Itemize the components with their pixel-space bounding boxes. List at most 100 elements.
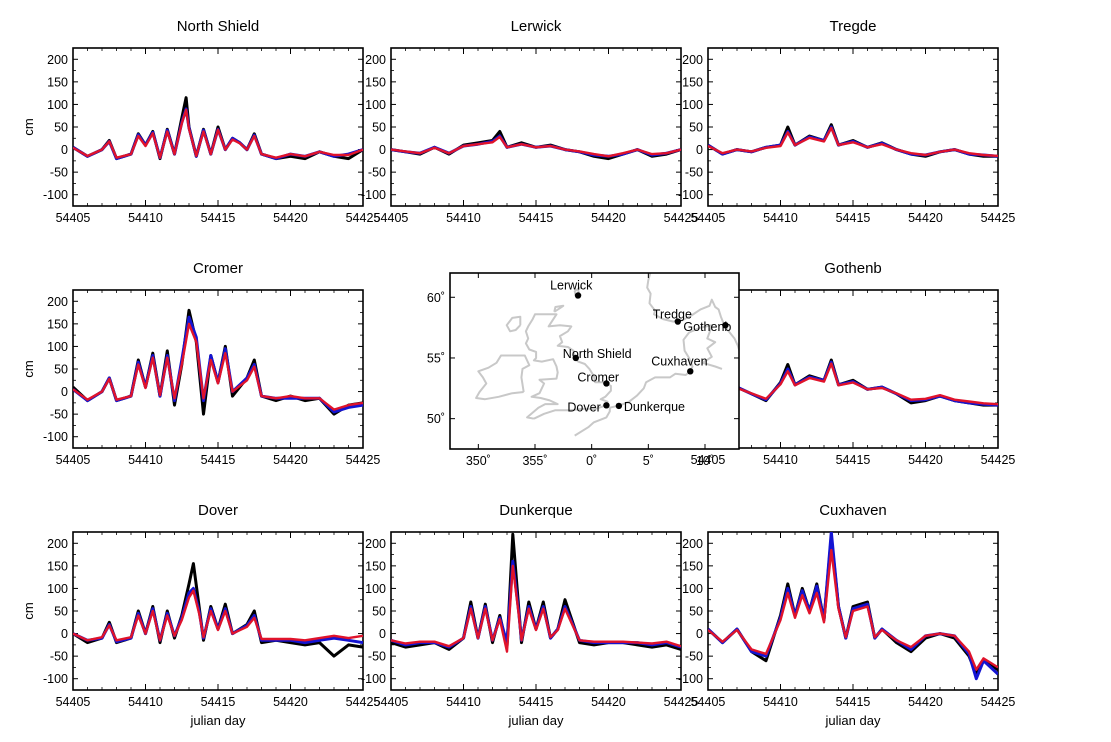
x-tick-label: 54425 <box>981 453 1016 467</box>
panel-cuxhaven: Cuxhaven 200 150 100 50 0 -50 -100 54405 54410 544… <box>678 502 1015 728</box>
panel-title: Dover <box>198 502 238 519</box>
y-tick-label: -50 <box>50 166 68 180</box>
x-tick-label: 54420 <box>908 453 943 467</box>
y-tick-label: -50 <box>368 650 386 664</box>
y-tick-label: 200 <box>47 537 68 551</box>
coast-hebrides <box>505 315 522 333</box>
y-tick-label: 150 <box>47 317 68 331</box>
x-tick-label: 54420 <box>591 695 626 709</box>
panel-title: Gothenb <box>824 260 882 277</box>
y-tick-label: -100 <box>43 672 68 686</box>
station-marker <box>615 402 623 410</box>
panel-title: North Shield <box>177 18 260 35</box>
y-tick-label: 0 <box>61 385 68 399</box>
plot-frame <box>390 531 682 691</box>
panel-cromer: Cromer 200 150 100 50 0 -50 -100 54405 54410 54415… <box>21 260 380 467</box>
y-tick-label: 100 <box>682 98 703 112</box>
y-tick-label: 100 <box>47 98 68 112</box>
station-map: 350˚ 355˚ 0˚ 5˚ 10˚ 60˚ 55˚ 50˚ Lerwick North Shi… <box>427 272 740 468</box>
panel-dunkerque: Dunkerque 200 150 100 50 0 -50 -100 54405 54410 54… <box>361 502 698 728</box>
x-tick-label: 54410 <box>763 453 798 467</box>
panel-north-shield: North Shield 200 150 100 50 0 -50 -100 54405 5441… <box>21 18 380 225</box>
station-marker <box>574 292 582 299</box>
y-tick-label: 0 <box>379 627 386 641</box>
x-axis-label: julian day <box>508 713 564 728</box>
y-tick-label: 150 <box>47 559 68 573</box>
y-tick-label: -50 <box>685 650 703 664</box>
y-tick-label: 50 <box>372 605 386 619</box>
x-tick-label: 54410 <box>128 453 163 467</box>
x-axis-label: julian day <box>190 713 246 728</box>
y-tick-label: -100 <box>43 430 68 444</box>
x-tick-label: 54410 <box>446 695 481 709</box>
x-tick-label: 54415 <box>836 453 871 467</box>
x-tick-label: 54420 <box>908 211 943 225</box>
x-tick-label: 54425 <box>981 695 1016 709</box>
y-tick-label: -100 <box>43 188 68 202</box>
panel-title: Lerwick <box>511 18 562 35</box>
map-lon-label: 5˚ <box>643 454 654 468</box>
y-tick-label: -50 <box>50 408 68 422</box>
y-tick-label: 50 <box>689 121 703 135</box>
station-label-cuxhaven: Cuxhaven <box>651 354 707 368</box>
station-label-dover: Dover <box>567 400 600 414</box>
station-marker <box>674 318 681 325</box>
y-tick-label: 0 <box>379 143 386 157</box>
y-tick-label: -100 <box>678 672 703 686</box>
plot-frame <box>707 289 999 449</box>
series-line-red <box>708 126 998 158</box>
x-tick-label: 54410 <box>763 695 798 709</box>
station-label-north-shield: North Shield <box>563 347 632 361</box>
x-tick-label: 54415 <box>201 211 236 225</box>
y-tick-label: 100 <box>47 582 68 596</box>
plot-frame <box>72 531 364 691</box>
x-tick-label: 54420 <box>273 695 308 709</box>
x-tick-label: 54415 <box>201 453 236 467</box>
series-line-red <box>391 564 681 653</box>
map-frame <box>449 272 740 450</box>
panel-title: Tregde <box>830 18 877 35</box>
map-lat-label: 55˚ <box>427 351 445 365</box>
station-marker <box>722 321 729 329</box>
y-axis-label: cm <box>21 118 36 135</box>
map-lon-label: 0˚ <box>586 454 597 468</box>
map-lon-label: 10˚ <box>696 454 714 468</box>
station-label-gothenb: Gothenb <box>683 320 731 334</box>
station-label-tredge: Tredge <box>653 308 692 322</box>
series-line-red <box>708 548 998 671</box>
y-tick-label: 50 <box>689 605 703 619</box>
plot-frame <box>72 289 364 449</box>
y-tick-label: 150 <box>682 75 703 89</box>
x-axis-label: julian day <box>825 713 881 728</box>
x-tick-label: 54425 <box>981 211 1016 225</box>
x-tick-label: 54415 <box>519 211 554 225</box>
plot-frame <box>390 47 682 207</box>
panel-title: Cromer <box>193 260 243 277</box>
y-tick-label: 150 <box>365 75 386 89</box>
x-tick-label: 54425 <box>346 211 381 225</box>
panel-title: Cuxhaven <box>819 502 887 519</box>
map-lat-label: 60˚ <box>427 291 445 305</box>
x-tick-label: 54405 <box>691 453 726 467</box>
y-tick-label: 0 <box>61 143 68 157</box>
x-tick-label: 54420 <box>591 211 626 225</box>
x-tick-label: 54425 <box>664 695 699 709</box>
y-tick-label: -100 <box>361 188 386 202</box>
y-tick-label: 50 <box>54 363 68 377</box>
x-tick-label: 54405 <box>56 453 91 467</box>
y-tick-label: -50 <box>50 650 68 664</box>
map-lon-label: 350˚ <box>466 454 491 468</box>
y-tick-label: 0 <box>696 143 703 157</box>
series-line-red <box>391 135 681 158</box>
x-tick-label: 54415 <box>836 211 871 225</box>
series-line-red <box>73 322 363 411</box>
y-axis-label: cm <box>21 360 36 377</box>
station-label-dunkerque: Dunkerque <box>624 400 685 414</box>
x-tick-label: 54405 <box>56 211 91 225</box>
plot-frame <box>707 47 999 207</box>
timeseries-panels: North Shield 200 150 100 50 0 -50 -100 54405 5441… <box>21 18 1015 728</box>
panel-title: Dunkerque <box>499 502 572 519</box>
panel-lerwick: Lerwick 200 150 100 50 0 -50 -100 54405 54410 5441… <box>361 18 698 225</box>
x-tick-label: 54405 <box>56 695 91 709</box>
